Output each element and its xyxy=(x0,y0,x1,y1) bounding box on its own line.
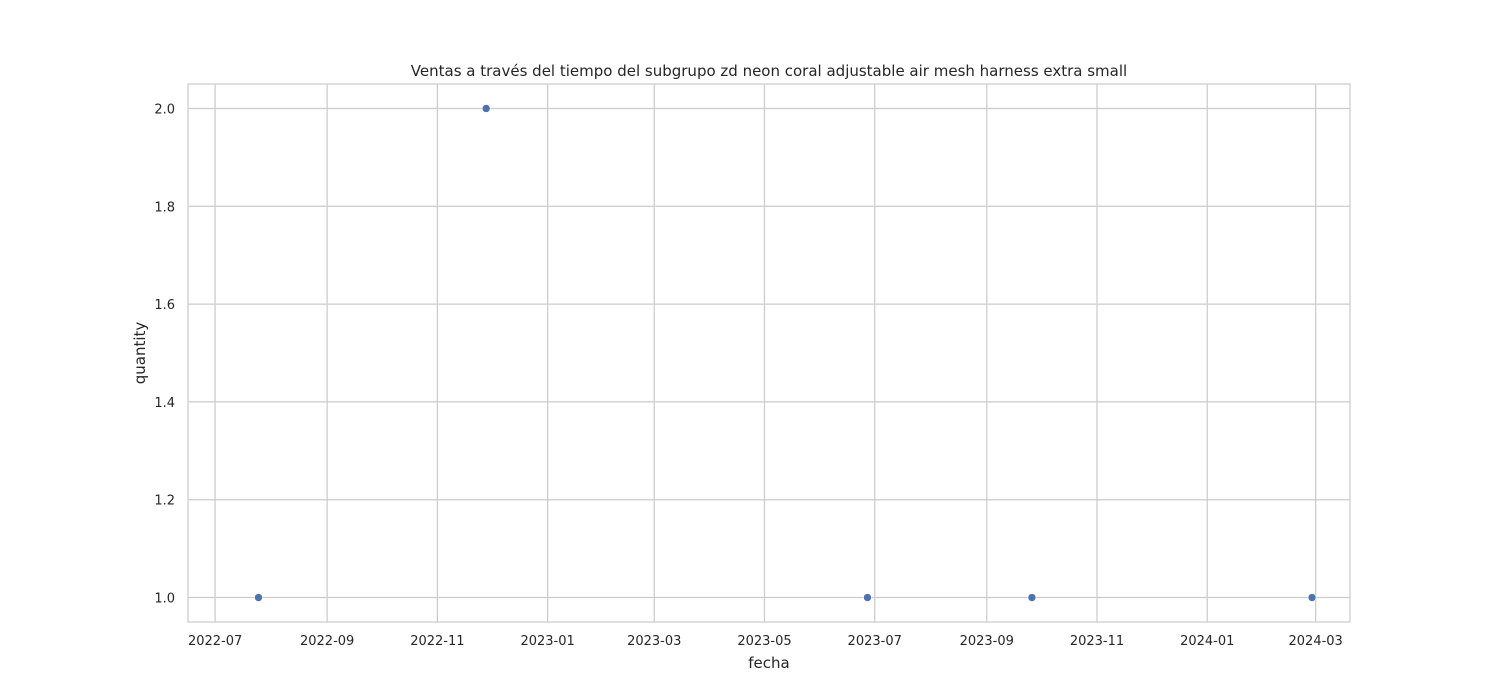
x-tick-label: 2024-01 xyxy=(1180,634,1234,649)
grid xyxy=(188,84,1350,622)
y-tick-label: 1.4 xyxy=(154,396,175,411)
data-point xyxy=(863,593,872,602)
x-axis-label: fecha xyxy=(748,654,789,672)
data-point xyxy=(1307,593,1317,602)
x-tick-label: 2022-07 xyxy=(188,634,242,649)
y-tick-label: 1.2 xyxy=(154,494,175,509)
x-tick-labels: 2022-07 2022-09 2022-11 2023-01 2023-03 2023-… xyxy=(188,634,1343,649)
x-tick-label: 2023-05 xyxy=(737,634,791,649)
data-point xyxy=(481,104,491,113)
data-points xyxy=(254,104,1317,602)
y-tick-label: 1.0 xyxy=(154,592,175,607)
data-point xyxy=(1027,593,1037,602)
x-tick-label: 2024-03 xyxy=(1289,634,1343,649)
y-tick-label: 1.8 xyxy=(154,200,175,215)
x-tick-label: 2023-11 xyxy=(1070,634,1124,649)
x-tick-label: 2023-01 xyxy=(520,634,574,649)
plot-frame xyxy=(187,83,1351,623)
y-tick-label: 2.0 xyxy=(154,102,175,117)
data-point xyxy=(254,593,263,602)
x-tick-label: 2023-09 xyxy=(960,634,1014,649)
x-tick-label: 2022-11 xyxy=(410,634,464,649)
y-tick-labels: 1.0 1.2 1.4 1.6 1.8 2.0 xyxy=(154,102,175,606)
x-tick-label: 2022-09 xyxy=(300,634,354,649)
x-tick-label: 2023-07 xyxy=(848,634,902,649)
y-axis-label: quantity xyxy=(131,322,149,385)
y-tick-label: 1.6 xyxy=(154,298,175,313)
x-tick-label: 2023-03 xyxy=(627,634,681,649)
chart-title: Ventas a través del tiempo del subgrupo … xyxy=(411,62,1127,80)
